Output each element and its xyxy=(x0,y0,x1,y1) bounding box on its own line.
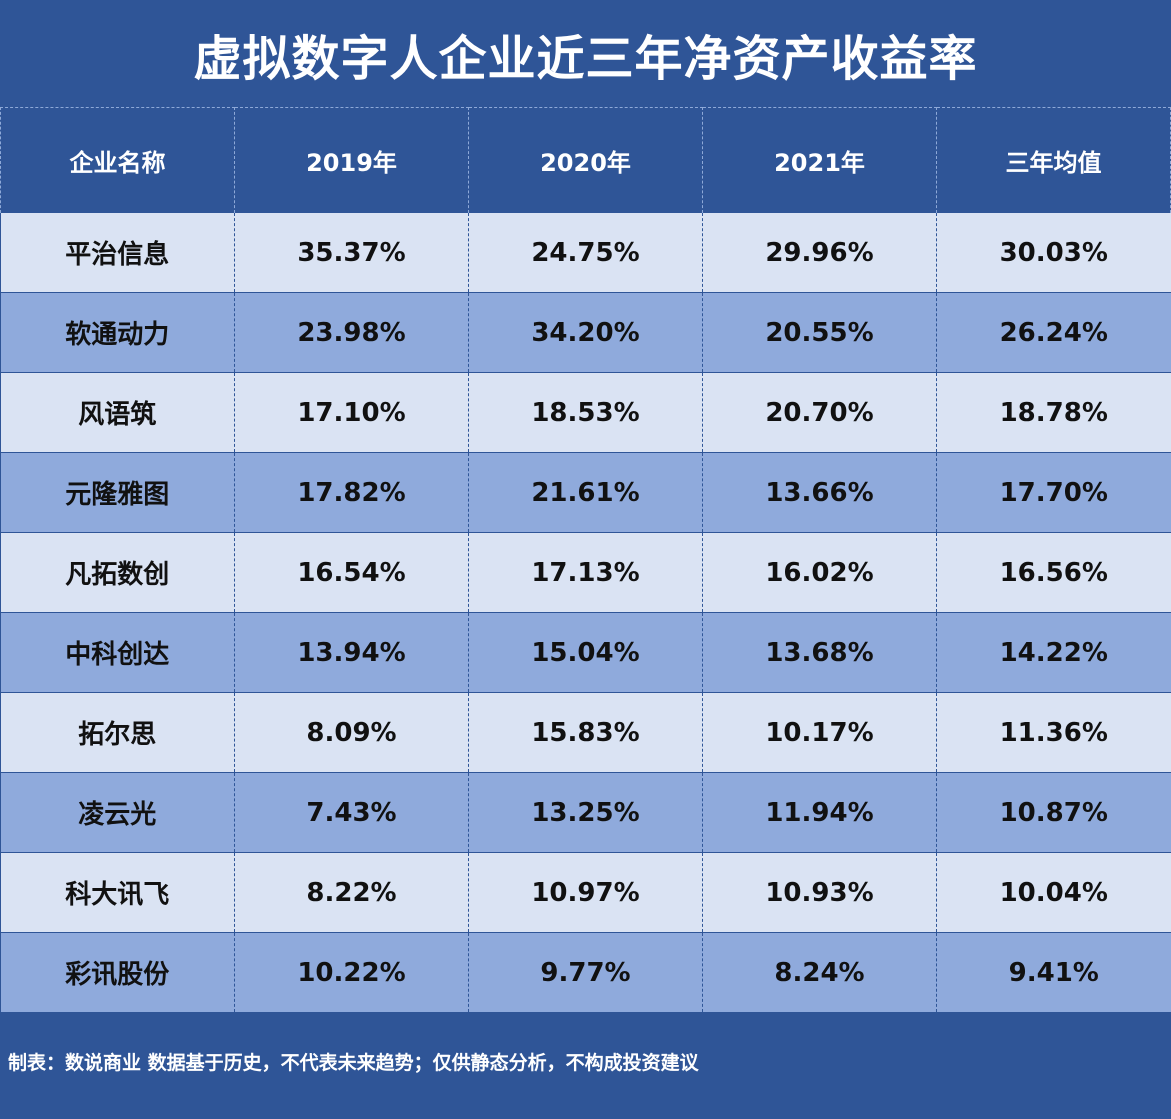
roe-value-cell: 14.22% xyxy=(936,612,1171,693)
page-title: 虚拟数字人企业近三年净资产收益率 xyxy=(193,30,978,87)
roe-value-cell: 7.43% xyxy=(234,772,469,853)
table-row: 中科创达 13.94% 15.04% 13.68% 14.22% xyxy=(0,612,1171,693)
roe-value-cell: 17.10% xyxy=(234,372,469,453)
roe-value-cell: 23.98% xyxy=(234,292,469,373)
roe-value-cell: 18.78% xyxy=(936,372,1171,453)
company-name-cell: 科大讯飞 xyxy=(0,852,235,933)
column-header: 2020年 xyxy=(468,107,703,213)
roe-value-cell: 24.75% xyxy=(468,213,703,293)
roe-value-cell: 35.37% xyxy=(234,213,469,293)
roe-value-cell: 8.22% xyxy=(234,852,469,933)
roe-value-cell: 29.96% xyxy=(702,213,937,293)
roe-value-cell: 10.93% xyxy=(702,852,937,933)
roe-value-cell: 13.66% xyxy=(702,452,937,533)
roe-value-cell: 20.70% xyxy=(702,372,937,453)
roe-value-cell: 15.83% xyxy=(468,692,703,773)
table-row: 风语筑 17.10% 18.53% 20.70% 18.78% xyxy=(0,372,1171,453)
column-header: 2021年 xyxy=(702,107,937,213)
roe-value-cell: 8.09% xyxy=(234,692,469,773)
roe-value-cell: 9.41% xyxy=(936,932,1171,1013)
roe-value-cell: 13.25% xyxy=(468,772,703,853)
table-body: 平治信息 35.37% 24.75% 29.96% 30.03% 软通动力 23.98% 34… xyxy=(0,213,1171,1013)
company-name-cell: 风语筑 xyxy=(0,372,235,453)
company-name-cell: 凡拓数创 xyxy=(0,532,235,613)
roe-value-cell: 16.56% xyxy=(936,532,1171,613)
roe-value-cell: 17.82% xyxy=(234,452,469,533)
column-header: 企业名称 xyxy=(0,107,235,213)
company-name-cell: 元隆雅图 xyxy=(0,452,235,533)
roe-value-cell: 10.22% xyxy=(234,932,469,1013)
roe-value-cell: 17.70% xyxy=(936,452,1171,533)
roe-value-cell: 10.04% xyxy=(936,852,1171,933)
roe-value-cell: 13.94% xyxy=(234,612,469,693)
roe-value-cell: 16.02% xyxy=(702,532,937,613)
roe-value-cell: 30.03% xyxy=(936,213,1171,293)
roe-value-cell: 21.61% xyxy=(468,452,703,533)
roe-value-cell: 26.24% xyxy=(936,292,1171,373)
table-row: 拓尔思 8.09% 15.83% 10.17% 11.36% xyxy=(0,692,1171,773)
company-name-cell: 彩讯股份 xyxy=(0,932,235,1013)
roe-value-cell: 16.54% xyxy=(234,532,469,613)
table-row: 平治信息 35.37% 24.75% 29.96% 30.03% xyxy=(0,213,1171,293)
company-name-cell: 拓尔思 xyxy=(0,692,235,773)
roe-value-cell: 8.24% xyxy=(702,932,937,1013)
column-header: 三年均值 xyxy=(936,107,1171,213)
roe-value-cell: 11.94% xyxy=(702,772,937,853)
roe-table: 企业名称 2019年 2020年 2021年 三年均值 平治信息 35.37% 24… xyxy=(0,107,1171,1013)
table-row: 凌云光 7.43% 13.25% 11.94% 10.87% xyxy=(0,772,1171,853)
roe-value-cell: 9.77% xyxy=(468,932,703,1013)
roe-value-cell: 17.13% xyxy=(468,532,703,613)
roe-value-cell: 15.04% xyxy=(468,612,703,693)
company-name-cell: 软通动力 xyxy=(0,292,235,373)
roe-value-cell: 18.53% xyxy=(468,372,703,453)
roe-value-cell: 13.68% xyxy=(702,612,937,693)
footer-note: 制表：数说商业 数据基于历史，不代表未来趋势；仅供静态分析，不构成投资建议 xyxy=(8,1052,699,1074)
column-header: 2019年 xyxy=(234,107,469,213)
roe-value-cell: 10.17% xyxy=(702,692,937,773)
company-name-cell: 中科创达 xyxy=(0,612,235,693)
table-row: 科大讯飞 8.22% 10.97% 10.93% 10.04% xyxy=(0,852,1171,933)
table-row: 元隆雅图 17.82% 21.61% 13.66% 17.70% xyxy=(0,452,1171,533)
roe-value-cell: 34.20% xyxy=(468,292,703,373)
roe-value-cell: 11.36% xyxy=(936,692,1171,773)
roe-value-cell: 10.97% xyxy=(468,852,703,933)
company-name-cell: 平治信息 xyxy=(0,213,235,293)
table-row: 软通动力 23.98% 34.20% 20.55% 26.24% xyxy=(0,292,1171,373)
company-name-cell: 凌云光 xyxy=(0,772,235,853)
roe-value-cell: 10.87% xyxy=(936,772,1171,853)
table-row: 彩讯股份 10.22% 9.77% 8.24% 9.41% xyxy=(0,932,1171,1013)
table-header-row: 企业名称 2019年 2020年 2021年 三年均值 xyxy=(0,107,1171,213)
table-row: 凡拓数创 16.54% 17.13% 16.02% 16.56% xyxy=(0,532,1171,613)
roe-value-cell: 20.55% xyxy=(702,292,937,373)
